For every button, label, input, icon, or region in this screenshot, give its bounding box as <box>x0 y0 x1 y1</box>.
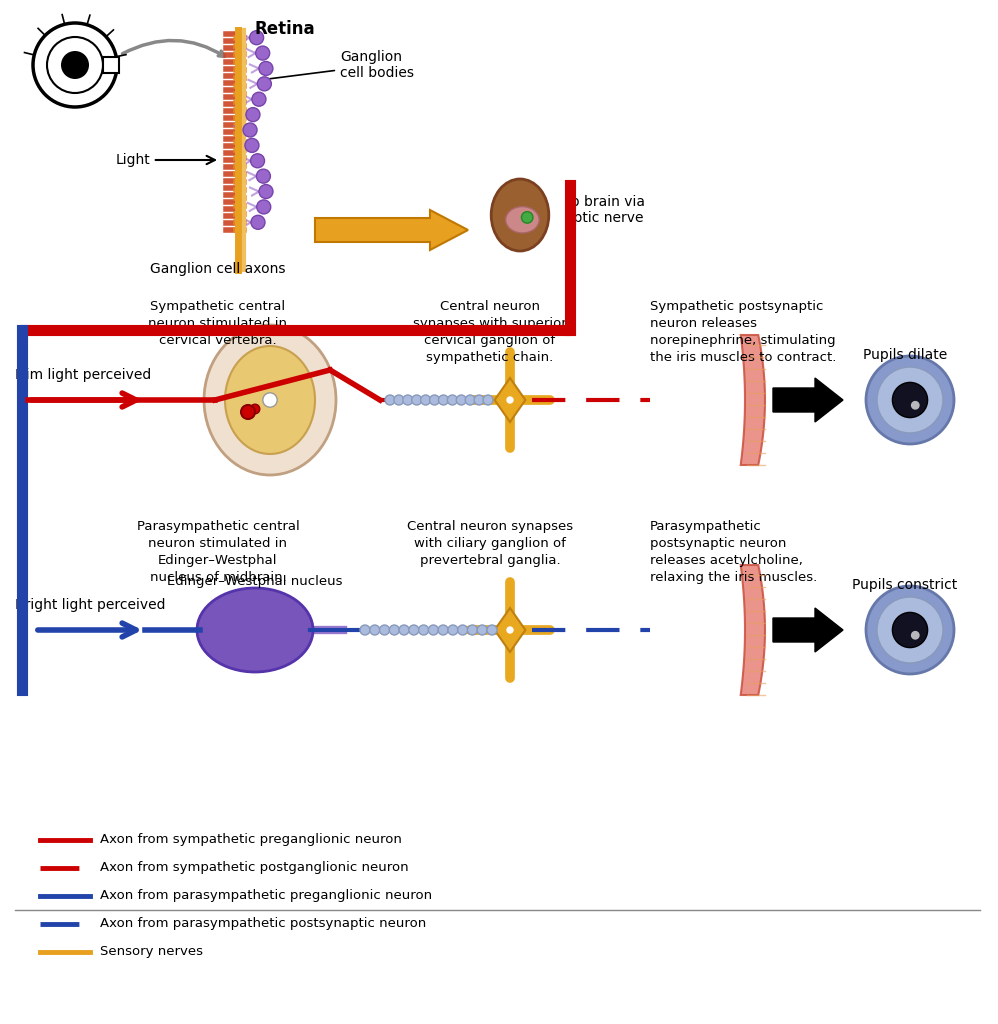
Circle shape <box>448 625 458 635</box>
Circle shape <box>385 395 395 406</box>
Circle shape <box>403 395 413 406</box>
Text: Axon from parasympathetic preganglionic neuron: Axon from parasympathetic preganglionic … <box>100 890 432 902</box>
Circle shape <box>866 356 954 444</box>
Circle shape <box>241 406 255 419</box>
Circle shape <box>458 625 468 635</box>
Polygon shape <box>315 210 468 250</box>
Circle shape <box>487 625 497 635</box>
Circle shape <box>428 625 438 635</box>
Text: Retina: Retina <box>255 20 315 38</box>
Circle shape <box>866 586 954 674</box>
Circle shape <box>61 51 89 79</box>
Circle shape <box>420 395 430 406</box>
Text: Pupils dilate: Pupils dilate <box>863 348 947 362</box>
Circle shape <box>911 631 920 640</box>
Text: Dim light perceived: Dim light perceived <box>15 368 152 382</box>
Text: Pupils constrict: Pupils constrict <box>852 578 958 592</box>
Circle shape <box>256 200 270 214</box>
Circle shape <box>258 61 272 76</box>
Text: Axon from sympathetic preganglionic neuron: Axon from sympathetic preganglionic neur… <box>100 834 402 847</box>
Ellipse shape <box>225 346 315 454</box>
Circle shape <box>259 184 273 199</box>
Circle shape <box>250 31 263 45</box>
Text: Sympathetic postsynaptic
neuron releases
norepinephrine, stimulating
the iris mu: Sympathetic postsynaptic neuron releases… <box>650 300 836 364</box>
Text: Ganglion
cell bodies: Ganglion cell bodies <box>262 50 414 80</box>
Text: Parasympathetic
postsynaptic neuron
releases acetylcholine,
relaxing the iris mu: Parasympathetic postsynaptic neuron rele… <box>650 520 817 584</box>
Circle shape <box>389 625 399 635</box>
Text: To brain via
optic nerve: To brain via optic nerve <box>565 195 645 225</box>
Circle shape <box>255 46 269 60</box>
Text: Axon from sympathetic postganglionic neuron: Axon from sympathetic postganglionic neu… <box>100 861 408 874</box>
Polygon shape <box>741 335 765 465</box>
Text: Ganglion cell axons: Ganglion cell axons <box>150 262 285 276</box>
Circle shape <box>456 395 466 406</box>
Ellipse shape <box>264 385 312 415</box>
Circle shape <box>246 108 259 122</box>
Text: Light: Light <box>115 153 215 167</box>
FancyBboxPatch shape <box>103 56 120 74</box>
Text: Sensory nerves: Sensory nerves <box>100 945 203 958</box>
Circle shape <box>911 400 920 410</box>
Circle shape <box>892 612 927 647</box>
Circle shape <box>506 626 514 635</box>
Circle shape <box>477 625 487 635</box>
Text: Edinger–Westphal nucleus: Edinger–Westphal nucleus <box>168 575 342 588</box>
Polygon shape <box>773 608 843 652</box>
Circle shape <box>399 625 409 635</box>
Ellipse shape <box>506 207 539 233</box>
Circle shape <box>379 625 389 635</box>
Circle shape <box>262 393 277 408</box>
Circle shape <box>474 395 484 406</box>
Circle shape <box>244 123 257 137</box>
Circle shape <box>467 625 477 635</box>
Text: Central neuron synapses
with ciliary ganglion of
prevertebral ganglia.: Central neuron synapses with ciliary gan… <box>407 520 573 567</box>
Circle shape <box>257 77 271 91</box>
Ellipse shape <box>197 588 313 672</box>
Text: Sympathetic central
neuron stimulated in
cervical vertebra.: Sympathetic central neuron stimulated in… <box>149 300 287 347</box>
Circle shape <box>877 367 943 433</box>
Polygon shape <box>495 378 525 422</box>
Circle shape <box>483 395 493 406</box>
Circle shape <box>370 625 380 635</box>
Circle shape <box>506 395 514 404</box>
Circle shape <box>892 382 927 418</box>
Circle shape <box>521 212 533 223</box>
Ellipse shape <box>228 385 276 415</box>
Ellipse shape <box>491 179 549 251</box>
Circle shape <box>438 625 448 635</box>
Text: Bright light perceived: Bright light perceived <box>15 598 166 612</box>
Circle shape <box>465 395 475 406</box>
Circle shape <box>245 138 258 153</box>
Circle shape <box>447 395 457 406</box>
Circle shape <box>251 215 265 229</box>
Text: Central neuron
synapses with superior
cervical ganglion of
sympathetic chain.: Central neuron synapses with superior ce… <box>413 300 567 364</box>
Circle shape <box>438 395 448 406</box>
Circle shape <box>877 597 943 663</box>
Text: Axon from parasympathetic postsynaptic neuron: Axon from parasympathetic postsynaptic n… <box>100 918 426 931</box>
Circle shape <box>394 395 404 406</box>
Polygon shape <box>773 378 843 422</box>
Polygon shape <box>495 608 525 652</box>
Polygon shape <box>741 565 765 695</box>
Circle shape <box>418 625 428 635</box>
Circle shape <box>250 404 259 414</box>
Circle shape <box>251 92 265 106</box>
Text: Parasympathetic central
neuron stimulated in
Edinger–Westphal
nucleus of midbrai: Parasympathetic central neuron stimulate… <box>137 520 299 584</box>
Circle shape <box>256 169 270 183</box>
Ellipse shape <box>204 325 336 475</box>
Circle shape <box>412 395 422 406</box>
Circle shape <box>250 154 264 168</box>
Circle shape <box>429 395 439 406</box>
Circle shape <box>409 625 419 635</box>
Circle shape <box>360 625 370 635</box>
